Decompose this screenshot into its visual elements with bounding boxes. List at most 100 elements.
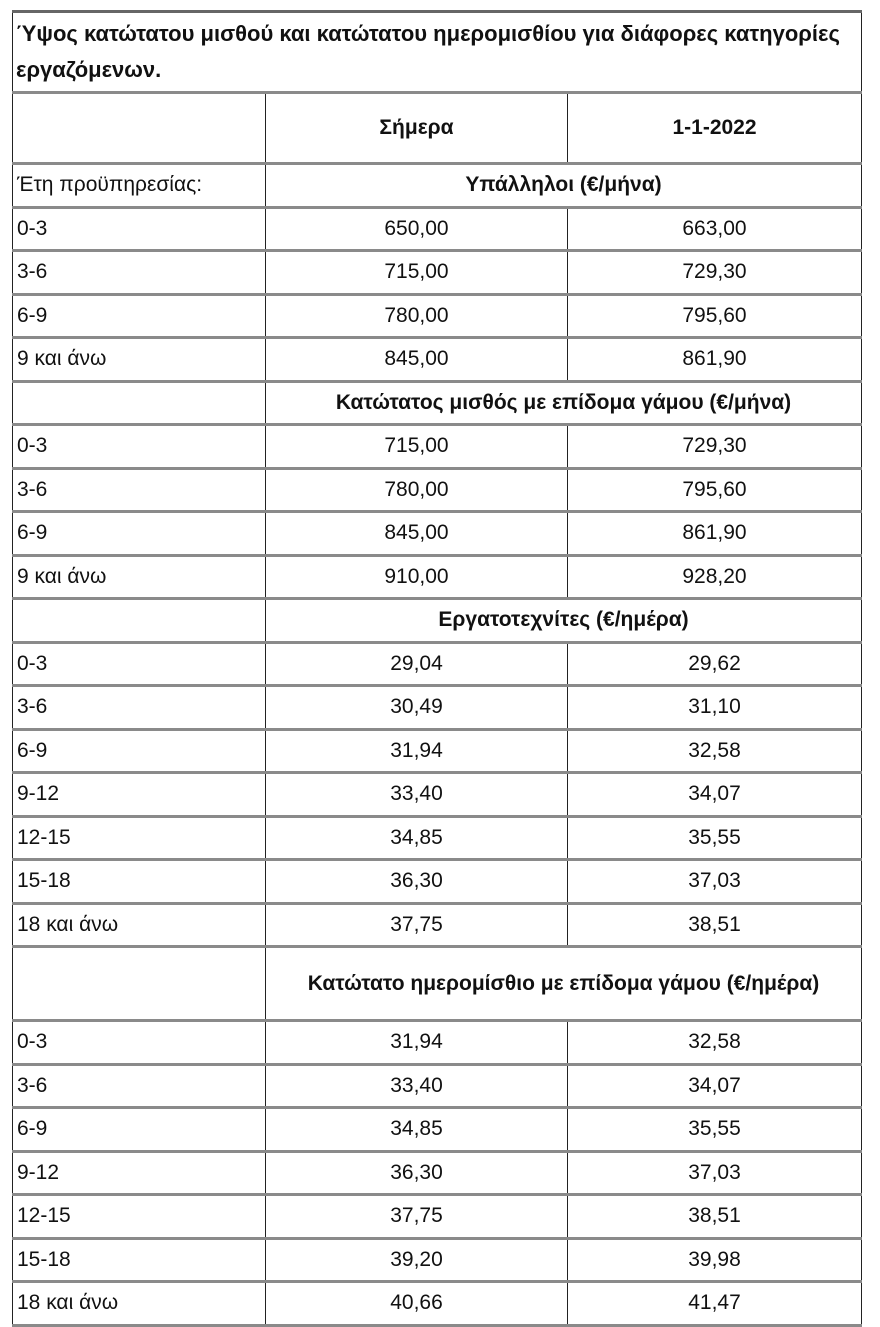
cell-today: 910,00 [265, 553, 568, 600]
section-label [12, 597, 266, 644]
cell-years: 6-9 [12, 727, 266, 774]
cell-from-2022: 35,55 [567, 814, 862, 861]
cell-from-2022: 928,20 [567, 553, 862, 600]
table-row: 6-9 34,85 35,55 [12, 1106, 862, 1153]
table-row: 9-12 33,40 34,07 [12, 771, 862, 818]
table-row: 6-9 845,00 861,90 [12, 510, 862, 557]
table-row: 15-18 36,30 37,03 [12, 858, 862, 905]
table-row: 0-3 31,94 32,58 [12, 1019, 862, 1066]
cell-today: 715,00 [265, 423, 568, 470]
table-row: 3-6 715,00 729,30 [12, 249, 862, 296]
cell-years: 9 και άνω [12, 553, 266, 600]
cell-from-2022: 34,07 [567, 1062, 862, 1109]
cell-from-2022: 34,07 [567, 771, 862, 818]
cell-today: 30,49 [265, 684, 568, 731]
table-row: 9-12 36,30 37,03 [12, 1149, 862, 1196]
table-row: 18 και άνω 40,66 41,47 [12, 1280, 862, 1327]
section-label [12, 379, 266, 426]
cell-today: 40,66 [265, 1280, 568, 1327]
section-heading-row: Κατώτατος μισθός με επίδομα γάμου (€/μήν… [12, 379, 862, 426]
cell-from-2022: 861,90 [567, 336, 862, 383]
cell-years: 6-9 [12, 292, 266, 339]
cell-years: 18 και άνω [12, 1280, 266, 1327]
table-row: 0-3 715,00 729,30 [12, 423, 862, 470]
cell-today: 36,30 [265, 1149, 568, 1196]
section-heading-row: Κατώτατο ημερομίσθιο με επίδομα γάμου (€… [12, 945, 862, 1022]
table-row: 12-15 37,75 38,51 [12, 1193, 862, 1240]
cell-years: 0-3 [12, 205, 266, 252]
cell-from-2022: 31,10 [567, 684, 862, 731]
cell-years: 9 και άνω [12, 336, 266, 383]
cell-today: 34,85 [265, 814, 568, 861]
cell-from-2022: 663,00 [567, 205, 862, 252]
cell-years: 15-18 [12, 1236, 266, 1283]
section-heading: Κατώτατος μισθός με επίδομα γάμου (€/μήν… [265, 379, 862, 426]
table-row: 12-15 34,85 35,55 [12, 814, 862, 861]
cell-years: 0-3 [12, 423, 266, 470]
cell-today: 715,00 [265, 249, 568, 296]
header-today: Σήμερα [265, 91, 568, 165]
table-row: 0-3 29,04 29,62 [12, 640, 862, 687]
section-heading: Κατώτατο ημερομίσθιο με επίδομα γάμου (€… [265, 945, 862, 1022]
table-row: 18 και άνω 37,75 38,51 [12, 901, 862, 948]
cell-from-2022: 29,62 [567, 640, 862, 687]
cell-today: 780,00 [265, 292, 568, 339]
cell-years: 3-6 [12, 249, 266, 296]
cell-today: 845,00 [265, 510, 568, 557]
cell-from-2022: 39,98 [567, 1236, 862, 1283]
cell-today: 34,85 [265, 1106, 568, 1153]
cell-from-2022: 861,90 [567, 510, 862, 557]
cell-today: 39,20 [265, 1236, 568, 1283]
cell-from-2022: 795,60 [567, 292, 862, 339]
cell-today: 33,40 [265, 771, 568, 818]
cell-from-2022: 38,51 [567, 901, 862, 948]
cell-years: 6-9 [12, 510, 266, 557]
table-row: 0-3 650,00 663,00 [12, 205, 862, 252]
cell-from-2022: 795,60 [567, 466, 862, 513]
cell-today: 29,04 [265, 640, 568, 687]
cell-today: 650,00 [265, 205, 568, 252]
table-row: 9 και άνω 845,00 861,90 [12, 336, 862, 383]
table-row: 3-6 30,49 31,10 [12, 684, 862, 731]
minimum-wage-table: Ύψος κατώτατου μισθού και κατώτατου ημερ… [12, 10, 862, 1327]
cell-from-2022: 41,47 [567, 1280, 862, 1327]
section-label [12, 945, 266, 1022]
table-row: 3-6 780,00 795,60 [12, 466, 862, 513]
cell-from-2022: 32,58 [567, 727, 862, 774]
header-row: Σήμερα 1-1-2022 [12, 91, 862, 165]
cell-years: 0-3 [12, 1019, 266, 1066]
cell-years: 12-15 [12, 1193, 266, 1240]
cell-today: 37,75 [265, 901, 568, 948]
section-heading-row: Εργατοτεχνίτες (€/ημέρα) [12, 597, 862, 644]
cell-today: 36,30 [265, 858, 568, 905]
cell-years: 3-6 [12, 1062, 266, 1109]
title-row: Ύψος κατώτατου μισθού και κατώτατου ημερ… [12, 10, 862, 94]
cell-today: 31,94 [265, 727, 568, 774]
cell-years: 3-6 [12, 684, 266, 731]
cell-years: 9-12 [12, 1149, 266, 1196]
cell-years: 9-12 [12, 771, 266, 818]
section-heading: Υπάλληλοι (€/μήνα) [265, 162, 862, 209]
cell-from-2022: 37,03 [567, 1149, 862, 1196]
cell-from-2022: 35,55 [567, 1106, 862, 1153]
cell-today: 33,40 [265, 1062, 568, 1109]
cell-today: 845,00 [265, 336, 568, 383]
table-row: 3-6 33,40 34,07 [12, 1062, 862, 1109]
cell-years: 18 και άνω [12, 901, 266, 948]
cell-years: 0-3 [12, 640, 266, 687]
cell-today: 780,00 [265, 466, 568, 513]
section-heading-row: Έτη προϋπηρεσίας: Υπάλληλοι (€/μήνα) [12, 162, 862, 209]
cell-from-2022: 37,03 [567, 858, 862, 905]
cell-from-2022: 32,58 [567, 1019, 862, 1066]
table-row: 9 και άνω 910,00 928,20 [12, 553, 862, 600]
cell-from-2022: 729,30 [567, 249, 862, 296]
cell-today: 31,94 [265, 1019, 568, 1066]
cell-years: 3-6 [12, 466, 266, 513]
table-row: 6-9 780,00 795,60 [12, 292, 862, 339]
cell-today: 37,75 [265, 1193, 568, 1240]
section-heading: Εργατοτεχνίτες (€/ημέρα) [265, 597, 862, 644]
header-2022: 1-1-2022 [567, 91, 862, 165]
header-empty [12, 91, 266, 165]
table-row: 15-18 39,20 39,98 [12, 1236, 862, 1283]
section-label: Έτη προϋπηρεσίας: [12, 162, 266, 209]
